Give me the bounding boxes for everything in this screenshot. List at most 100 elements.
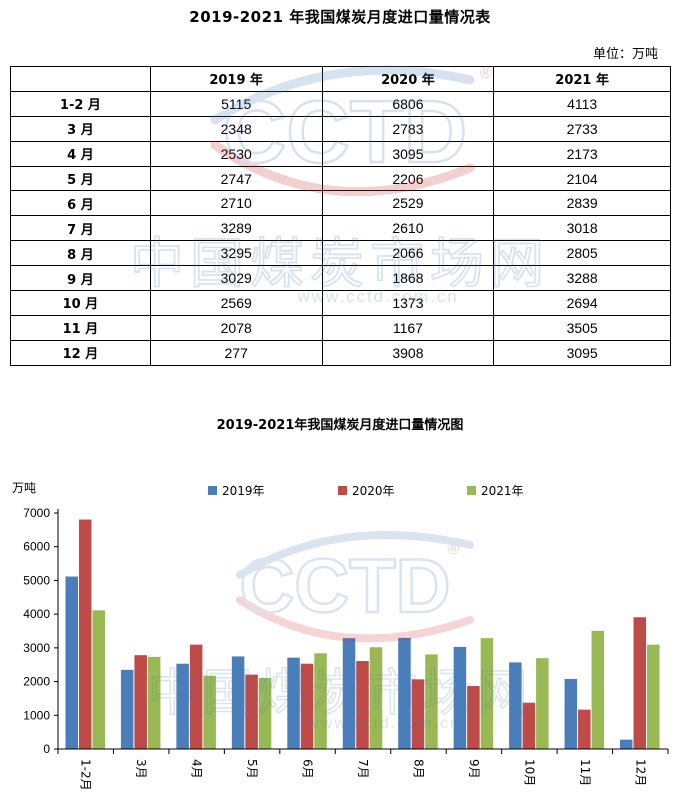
bar-2019-5 <box>342 638 356 749</box>
bar-2020-7 <box>467 686 480 749</box>
bar-2020-1 <box>134 655 147 749</box>
cell-2019: 3029 <box>149 265 323 292</box>
cell-2019: 277 <box>149 339 323 366</box>
bars <box>65 519 660 749</box>
y-tick-label: 6000 <box>23 540 50 554</box>
x-tick-label: 5月 <box>245 759 259 779</box>
table-header-corner <box>10 66 151 92</box>
bar-2020-0 <box>78 519 92 749</box>
x-tick-label: 4月 <box>190 759 204 779</box>
cell-2019: 5115 <box>149 90 323 117</box>
table-header-row: 2019 年 2020 年 2021 年 <box>10 66 671 92</box>
bar-2021-3 <box>258 678 272 749</box>
x-tick-label: 9月 <box>467 759 481 779</box>
cell-2021: 2104 <box>493 165 671 192</box>
chart-legend: 2019年 2020年 2021年 <box>208 484 524 498</box>
x-tick-label: 8月 <box>411 759 425 779</box>
cell-2021: 2805 <box>493 240 671 267</box>
x-tick-label: 7月 <box>356 759 370 779</box>
bar-2020-5 <box>356 661 369 749</box>
legend-label: 2021年 <box>481 484 524 498</box>
cell-2020: 2066 <box>321 240 495 267</box>
cell-2019: 2078 <box>149 314 323 341</box>
bar-2021-8 <box>536 658 549 749</box>
cell-2020: 2529 <box>321 190 495 217</box>
bar-2020-4 <box>300 663 314 749</box>
chart-watermark-cn: 中国煤炭市场网 <box>148 664 533 722</box>
bar-2021-0 <box>92 610 105 749</box>
y-tick-label: 2000 <box>23 675 50 689</box>
legend-label: 2019年 <box>222 484 265 498</box>
x-tick-label: 11月 <box>578 759 592 786</box>
bar-2020-6 <box>411 679 425 749</box>
y-axis-title: 万吨 <box>12 481 36 495</box>
cell-2021: 2733 <box>493 115 671 142</box>
legend-label: 2020年 <box>352 484 395 498</box>
row-label: 1-2 月 <box>10 90 151 117</box>
bar-2020-2 <box>189 644 203 749</box>
cell-2020: 2206 <box>321 165 495 192</box>
bar-2019-1 <box>120 669 134 749</box>
cell-2021: 3095 <box>493 339 671 366</box>
chart-watermark: CCTD ® 中国煤炭市场网 www.cctd.com.cn <box>147 531 533 732</box>
table-row: 7 月 3289 2610 3018 <box>10 215 671 242</box>
bar-2019-4 <box>287 657 300 749</box>
row-label: 10 月 <box>10 290 151 316</box>
bar-2021-5 <box>369 647 383 749</box>
y-tick-label: 1000 <box>23 708 50 722</box>
cell-2021: 3505 <box>493 314 671 341</box>
bar-2019-8 <box>509 662 522 749</box>
table-row: 12 月 277 3908 3095 <box>10 339 671 366</box>
table-row: 6 月 2710 2529 2839 <box>10 190 671 217</box>
bar-2019-3 <box>231 656 245 749</box>
y-tick-label: 7000 <box>23 506 50 520</box>
import-table: 2019 年 2020 年 2021 年 1-2 月 5115 6806 4113 3 … <box>10 66 671 366</box>
cell-2021: 2694 <box>493 290 671 316</box>
bar-2021-4 <box>314 653 327 749</box>
cell-2020: 1868 <box>321 265 495 292</box>
row-label: 7 月 <box>10 215 151 242</box>
cell-2019: 3295 <box>149 240 323 267</box>
row-label: 12 月 <box>10 339 151 366</box>
bar-2021-2 <box>203 675 216 749</box>
y-tick-label: 3000 <box>23 641 50 655</box>
bar-2020-9 <box>578 709 591 749</box>
y-tick-label: 5000 <box>23 573 50 587</box>
cell-2021: 2839 <box>493 190 671 217</box>
table-row: 11 月 2078 1167 3505 <box>10 314 671 341</box>
cell-2021: 3018 <box>493 215 671 242</box>
x-tick-label: 6月 <box>301 759 315 779</box>
table-row: 5 月 2747 2206 2104 <box>10 165 671 192</box>
bar-2019-0 <box>65 576 78 749</box>
cell-2019: 2569 <box>149 290 323 316</box>
legend-swatch <box>467 486 476 495</box>
bar-2021-9 <box>591 630 605 749</box>
cell-2021: 3288 <box>493 265 671 292</box>
unit-label: 单位：万吨 <box>592 47 658 62</box>
cell-2020: 1373 <box>321 290 495 316</box>
legend-swatch <box>208 486 217 495</box>
row-label: 8 月 <box>10 240 151 267</box>
bar-2019-6 <box>398 637 411 749</box>
y-tick-label: 4000 <box>23 607 50 621</box>
chart-watermark-logo: CCTD <box>239 544 450 629</box>
cell-2021: 4113 <box>493 90 671 117</box>
legend-swatch <box>338 486 347 495</box>
table-header-2019: 2019 年 <box>149 66 323 92</box>
chart-watermark-url: www.cctd.com.cn <box>306 715 461 732</box>
cell-2020: 6806 <box>321 90 495 117</box>
cell-2019: 2710 <box>149 190 323 217</box>
row-label: 4 月 <box>10 140 151 167</box>
cell-2021: 2173 <box>493 140 671 167</box>
x-tick-label: 12月 <box>633 759 647 786</box>
table-row: 1-2 月 5115 6806 4113 <box>10 90 671 117</box>
x-axis: 1-2月 3月 4月 5月 6月 7月 8月 9月 10月 11月 12月 <box>57 748 669 791</box>
chart-watermark-reg: ® <box>446 540 461 558</box>
bar-2019-2 <box>176 663 189 749</box>
cell-2020: 2610 <box>321 215 495 242</box>
bar-2021-6 <box>425 654 438 749</box>
bar-chart: 万吨 2019年 2020年 2021年 0 1000 2000 3000 4000 5000… <box>12 481 669 791</box>
table-row: 3 月 2348 2783 2733 <box>10 115 671 142</box>
table-row: 8 月 3295 2066 2805 <box>10 240 671 267</box>
bar-2020-3 <box>245 674 258 749</box>
